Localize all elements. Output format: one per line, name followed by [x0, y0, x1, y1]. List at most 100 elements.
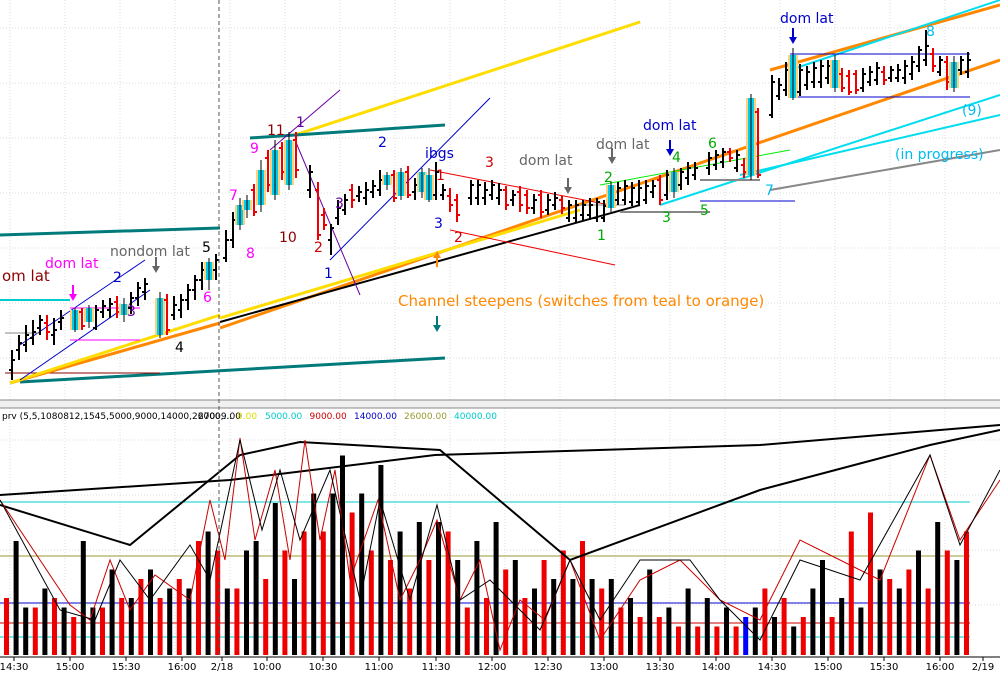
x-tick-label: 14:30 — [758, 662, 787, 673]
x-tick-label: 16:00 — [926, 662, 955, 673]
volume-bar — [416, 522, 422, 655]
x-tick-label: 13:00 — [590, 662, 619, 673]
volume-bar — [656, 617, 662, 655]
wave-label: 2 — [378, 135, 387, 151]
volume-bar — [829, 617, 835, 655]
volume-bar — [791, 626, 797, 655]
volume-bar — [800, 617, 806, 655]
volume-bar — [512, 560, 518, 655]
indicator-level: 14000.00 — [354, 412, 397, 422]
volume-bar — [196, 541, 201, 655]
indicator-value: 27009.00 — [198, 412, 241, 422]
volume-bar — [848, 531, 854, 655]
volume-bar — [541, 560, 547, 655]
yellow-upper-line — [294, 20, 641, 137]
volume-bar — [157, 598, 163, 655]
volume-bar — [551, 579, 557, 655]
volume-bar — [320, 531, 326, 655]
volume-bar — [762, 588, 768, 655]
wave-label: 4 — [175, 340, 184, 356]
volume-bar — [80, 541, 86, 655]
arrows — [69, 28, 797, 332]
volume-bar — [916, 550, 921, 655]
volume-bar — [301, 531, 307, 655]
wave-label: 3 — [485, 155, 494, 171]
wave-label: 1 — [597, 228, 606, 244]
panel-separator — [0, 400, 1000, 408]
wave-label: 4 — [672, 150, 681, 166]
arrow-head — [564, 187, 572, 194]
arrow-head — [666, 149, 674, 156]
volume-bar — [637, 617, 643, 655]
cyan-lower-line-1 — [659, 94, 1000, 206]
teal-line-upper — [0, 226, 221, 237]
arrow-head — [433, 325, 441, 332]
volume-bars — [4, 455, 969, 655]
annotation-dom-lat-4: dom lat — [780, 11, 834, 27]
wave-label: 10 — [279, 230, 297, 246]
wave-label: 7 — [765, 183, 774, 199]
volume-bar — [378, 465, 384, 655]
teal-line-lower — [19, 356, 446, 384]
volume-bar — [100, 607, 105, 655]
volume-bar — [503, 569, 509, 655]
volume-bar — [426, 560, 432, 655]
wave-label: 5 — [700, 203, 709, 219]
wave-label: 1 — [324, 266, 333, 282]
indicator-levels: 0.00 5000.00 9000.00 14000.00 26000.00 40000.… — [237, 412, 497, 422]
volume-bar — [359, 493, 365, 655]
volume-bar — [887, 579, 893, 655]
annotation-ibgs: ibgs — [425, 146, 454, 162]
wave-label: 3 — [434, 216, 443, 232]
volume-bar — [877, 569, 883, 655]
volume-bar — [733, 626, 739, 655]
volume-bar — [570, 579, 576, 655]
arrow-head — [69, 294, 77, 301]
volume-bar — [119, 598, 125, 655]
gray-line-right — [769, 149, 1000, 191]
red-line-2 — [449, 229, 616, 266]
x-tick-label: 13:30 — [646, 662, 675, 673]
wave-label: 5 — [202, 240, 211, 256]
volume-bar — [109, 569, 115, 655]
volume-bar — [858, 607, 864, 655]
purple-line-2 — [294, 139, 361, 296]
volume-bar — [397, 531, 403, 655]
volume-bar — [743, 617, 749, 655]
volume-bar — [292, 579, 297, 655]
wave-label: 6 — [203, 290, 212, 306]
wave-label: 11 — [267, 123, 285, 139]
wave-label: 3 — [662, 210, 671, 226]
volume-bar — [714, 626, 720, 655]
volume-bar — [368, 550, 374, 655]
volume-bar — [205, 531, 211, 655]
indicator-level: 26000.00 — [404, 412, 447, 422]
volume-bar — [820, 560, 825, 655]
volume-bar — [618, 607, 624, 655]
volume-bar — [388, 560, 393, 655]
wave-label: 2 — [314, 240, 323, 256]
volume-bar — [71, 617, 77, 655]
volume-bar — [906, 569, 912, 655]
volume-bar — [282, 550, 288, 655]
volume-bar — [676, 626, 681, 655]
volume-bar — [532, 588, 537, 655]
lower-panel-lines-top — [0, 424, 1000, 652]
black-zigzag-thick — [0, 429, 1000, 562]
black-channel-line — [219, 204, 641, 323]
volume-bar — [455, 560, 461, 655]
volume-bar — [522, 598, 528, 655]
x-tick-label: 11:30 — [422, 662, 451, 673]
volume-bar — [330, 493, 336, 655]
arrow-head — [152, 266, 160, 273]
annotation-dom-lat-2: dom lat — [596, 137, 650, 153]
x-tick-label: 15:00 — [814, 662, 843, 673]
annotation-dom-lat-1: dom lat — [519, 153, 573, 169]
volume-bar — [4, 598, 9, 655]
annotation-channel-note: Channel steepens (switches from teal to … — [398, 292, 764, 310]
purple-line-1 — [269, 89, 341, 151]
arrow-head — [789, 37, 797, 44]
teal-line-mid — [249, 123, 446, 140]
volume-bar — [704, 598, 710, 655]
